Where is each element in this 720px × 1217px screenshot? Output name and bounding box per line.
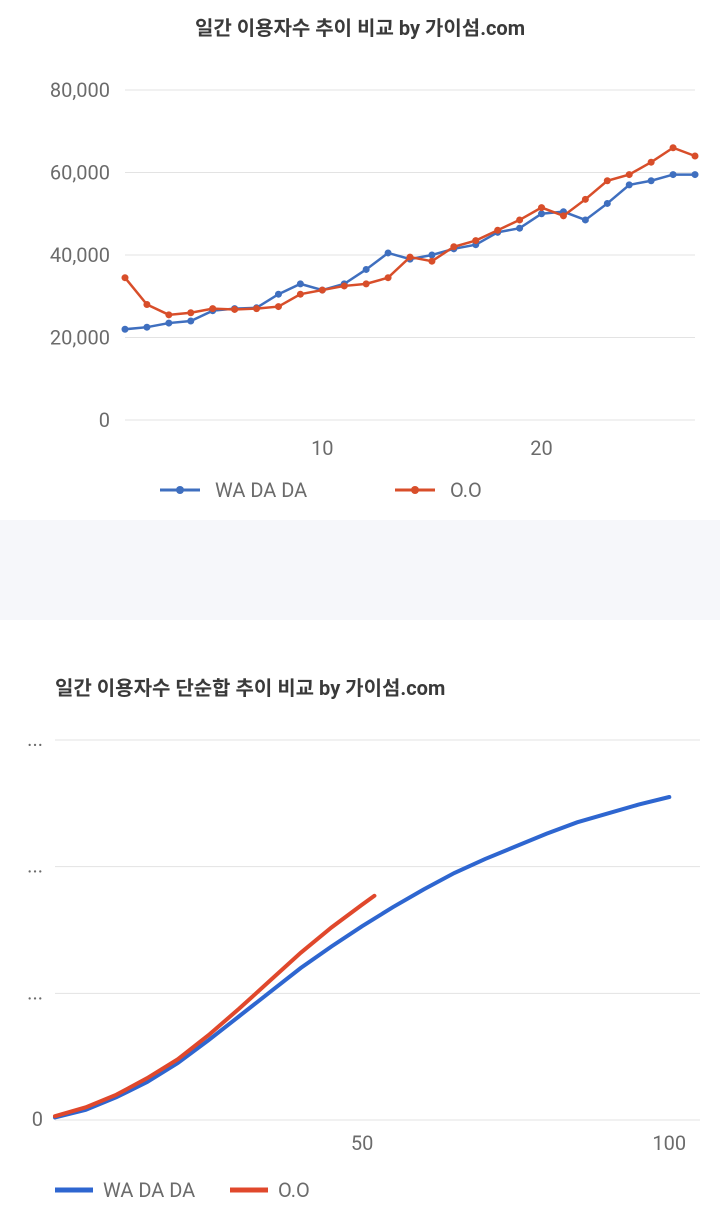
chart1-series-marker — [253, 305, 260, 312]
chart2-legend-label-0: WA DA DA — [103, 1178, 195, 1202]
chart2-y-tick-label: ... — [27, 854, 43, 878]
chart1-legend-label-0: WA DA DA — [215, 478, 307, 502]
chart1-series-marker — [231, 306, 238, 313]
chart1-series-marker — [538, 210, 545, 217]
chart1-series-marker — [297, 280, 304, 287]
chart1-series-marker — [648, 159, 655, 166]
chart2-container: 일간 이용자수 단순합 추이 비교 by 가이섬.com 0......... 50… — [0, 620, 720, 1217]
chart1-x-tick-label: 10 — [311, 436, 333, 460]
chart1-y-tick-label: 40,000 — [50, 243, 110, 267]
chart1-series-marker — [692, 171, 699, 178]
chart1-series-marker — [692, 153, 699, 160]
chart1-series-marker — [472, 237, 479, 244]
chart1-series-marker — [385, 274, 392, 281]
chart1-series-marker — [538, 204, 545, 211]
chart1-series-marker — [428, 258, 435, 265]
chart1-series-marker — [516, 225, 523, 232]
page: 일간 이용자수 추이 비교 by 가이섬.com 0 20,000 40,000 60,… — [0, 0, 720, 1217]
chart1-series-marker — [582, 216, 589, 223]
chart1-series-marker — [604, 200, 611, 207]
chart2-x-tick-label: 100 — [652, 1131, 686, 1155]
chart1-series-marker — [297, 291, 304, 298]
chart1-container: 일간 이용자수 추이 비교 by 가이섬.com 0 20,000 40,000 60,… — [0, 0, 720, 520]
chart2-legend-label-1: O.O — [278, 1178, 310, 1202]
chart1-y-tick-label: 20,000 — [50, 326, 110, 350]
chart1-series-marker — [626, 181, 633, 188]
chart2-y-tick-label: ... — [27, 727, 43, 751]
chart1-series-marker — [275, 291, 282, 298]
chart1-series-marker — [407, 254, 414, 261]
chart1-series-marker — [582, 196, 589, 203]
spacer — [0, 520, 720, 620]
chart2-title: 일간 이용자수 단순합 추이 비교 by 가이섬.com — [55, 676, 445, 700]
chart1-series-marker — [626, 171, 633, 178]
chart1-series-marker — [670, 171, 677, 178]
chart2-x-tick-label: 50 — [351, 1131, 373, 1155]
chart1-svg: 일간 이용자수 추이 비교 by 가이섬.com 0 20,000 40,000 60,… — [0, 0, 720, 520]
chart1-series-marker — [187, 309, 194, 316]
chart1-legend-marker-1 — [411, 486, 419, 494]
chart1-series-marker — [187, 318, 194, 325]
chart1-series-marker — [165, 311, 172, 318]
chart1-series-marker — [165, 320, 172, 327]
chart1-series-marker — [363, 280, 370, 287]
chart1-legend-label-1: O.O — [450, 478, 482, 502]
chart1-series-marker — [143, 301, 150, 308]
chart1-series-marker — [275, 303, 282, 310]
chart1-series-marker — [341, 282, 348, 289]
chart1-series-marker — [560, 212, 567, 219]
chart1-series-marker — [122, 326, 129, 333]
chart1-series-marker — [385, 249, 392, 256]
chart1-series-marker — [143, 324, 150, 331]
chart1-series-marker — [604, 177, 611, 184]
chart2-y-tick-label: 0 — [32, 1107, 43, 1131]
chart1-series-marker — [209, 305, 216, 312]
chart2-svg: 일간 이용자수 단순합 추이 비교 by 가이섬.com 0......... 50… — [0, 620, 720, 1217]
chart1-series-marker — [363, 266, 370, 273]
chart2-y-tick-label: ... — [27, 980, 43, 1004]
chart1-series-marker — [450, 243, 457, 250]
chart1-series-marker — [319, 287, 326, 294]
chart1-legend-marker-0 — [176, 486, 184, 494]
chart1-x-tick-label: 20 — [530, 436, 552, 460]
chart1-series-marker — [670, 144, 677, 151]
chart1-y-tick-label: 60,000 — [50, 161, 110, 185]
chart1-series-marker — [516, 216, 523, 223]
chart1-y-tick-label: 0 — [99, 408, 110, 432]
chart1-series-marker — [122, 274, 129, 281]
chart1-series-marker — [494, 227, 501, 234]
chart1-series-marker — [428, 252, 435, 259]
chart1-y-tick-label: 80,000 — [50, 78, 110, 102]
chart1-title: 일간 이용자수 추이 비교 by 가이섬.com — [195, 16, 525, 40]
chart1-series-marker — [648, 177, 655, 184]
